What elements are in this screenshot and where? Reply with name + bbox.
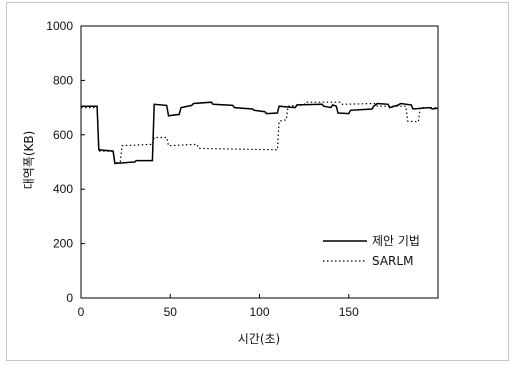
y-tick-label: 800 bbox=[53, 73, 73, 87]
y-tick-label: 0 bbox=[66, 291, 73, 305]
x-tick-label: 0 bbox=[78, 305, 85, 319]
y-axis-title: 대역폭(KB) bbox=[22, 131, 36, 190]
x-tick-label: 100 bbox=[249, 305, 269, 319]
series-line-sarlm bbox=[81, 101, 438, 165]
x-tick-label: 50 bbox=[164, 305, 178, 319]
legend: 제안 기법 SARLM bbox=[323, 234, 420, 268]
legend-label-sarlm: SARLM bbox=[372, 254, 413, 268]
y-tick-label: 600 bbox=[53, 128, 73, 142]
legend-label-proposed: 제안 기법 bbox=[372, 234, 420, 248]
y-tick-label: 1000 bbox=[46, 19, 73, 33]
chart-frame bbox=[6, 2, 509, 361]
y-tick-label: 200 bbox=[53, 237, 73, 251]
x-axis-title: 시간(초) bbox=[238, 332, 280, 346]
series-line-proposed bbox=[81, 101, 439, 165]
y-tick-label: 400 bbox=[53, 182, 73, 196]
x-tick-label: 150 bbox=[339, 305, 359, 319]
